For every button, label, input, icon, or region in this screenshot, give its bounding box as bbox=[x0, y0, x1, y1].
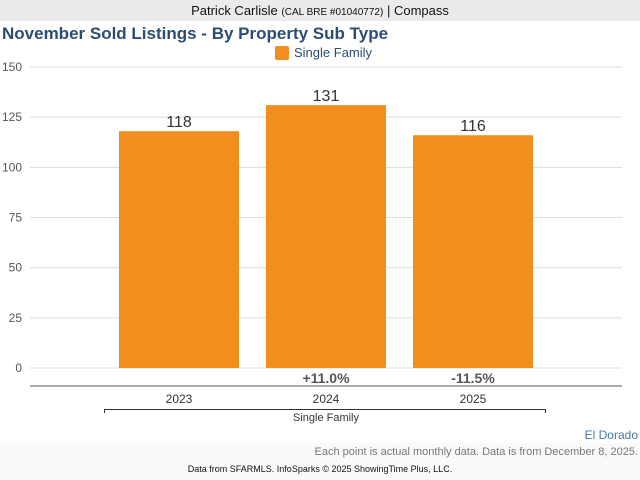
agent-header: Patrick Carlisle (CAL BRE #01040772) | C… bbox=[0, 0, 640, 21]
data-note: Each point is actual monthly data. Data … bbox=[314, 446, 638, 458]
group-bracket bbox=[104, 409, 546, 413]
separator: | bbox=[386, 3, 391, 18]
region-link[interactable]: El Dorado bbox=[584, 428, 638, 442]
agent-license: (CAL BRE #01040772) bbox=[281, 7, 384, 18]
footer-background bbox=[0, 443, 640, 480]
y-tick-label: 50 bbox=[9, 261, 23, 275]
y-tick-label: 75 bbox=[9, 211, 23, 225]
x-tick-label: 2025 bbox=[460, 392, 487, 406]
chart-plot: 0 25 50 75 100 125 150 118 2023 131 +11.0% 2024 116 -… bbox=[2, 60, 622, 424]
legend-item[interactable]: Single Family bbox=[275, 45, 372, 60]
bar-value-label: 131 bbox=[313, 88, 340, 105]
group-label: Single Family bbox=[293, 412, 360, 424]
legend-label: Single Family bbox=[294, 45, 373, 60]
x-tick-label: 2023 bbox=[166, 392, 193, 406]
company: Compass bbox=[393, 3, 449, 18]
x-tick-label: 2024 bbox=[313, 392, 340, 406]
source-credit: Data from SFARMLS. InfoSparks © 2025 Sho… bbox=[187, 464, 453, 474]
y-tick-label: 0 bbox=[15, 361, 22, 375]
y-tick-label: 125 bbox=[2, 110, 22, 124]
y-tick-label: 100 bbox=[2, 160, 22, 174]
bar-value-label: 116 bbox=[460, 118, 486, 135]
change-label: -11.5% bbox=[451, 370, 495, 386]
legend-swatch bbox=[275, 45, 289, 60]
y-tick-label: 150 bbox=[2, 60, 22, 74]
chart-title: November Sold Listings - By Property Sub… bbox=[2, 24, 389, 43]
change-label: +11.0% bbox=[302, 370, 350, 386]
bar-2023 bbox=[119, 131, 239, 368]
bar-2025 bbox=[413, 135, 533, 368]
y-tick-label: 25 bbox=[9, 311, 23, 325]
agent-name: Patrick Carlisle bbox=[191, 3, 278, 18]
bar-2024 bbox=[266, 105, 386, 369]
bar-value-label: 118 bbox=[166, 114, 192, 131]
